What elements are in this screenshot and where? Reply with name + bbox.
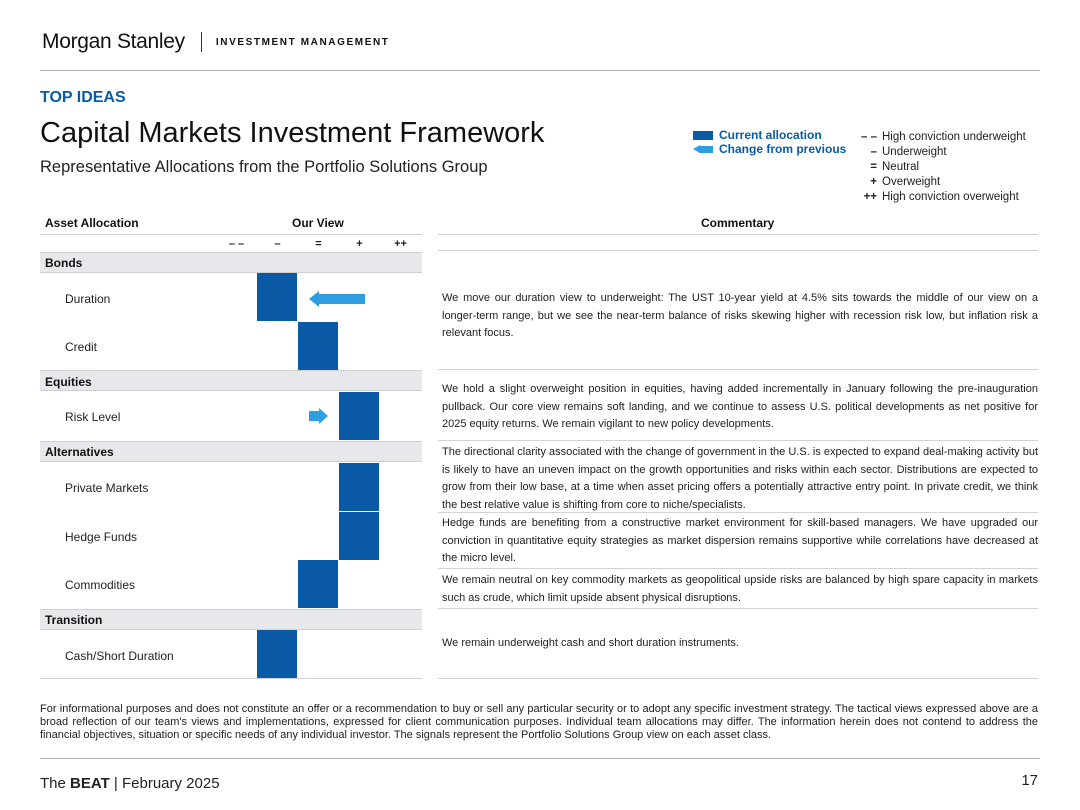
commentary-equities: We hold a slight overweight position in …	[442, 383, 1038, 430]
symbol: +	[870, 176, 877, 188]
commentary-bonds: We move our duration view to underweight…	[442, 292, 1038, 339]
symbol-legend-item: – Underweight	[855, 145, 1026, 160]
scale-high-overweight: ++	[394, 238, 407, 250]
symbol-label: Neutral	[882, 161, 920, 173]
symbol: – –	[861, 131, 877, 143]
asset-allocation-header: Asset Allocation	[45, 216, 139, 230]
legend-change-from-previous: Change from previous	[693, 142, 846, 156]
allocation-bar-credit	[298, 322, 338, 370]
scale-underweight: –	[274, 238, 281, 250]
publication-prefix: The	[40, 775, 71, 792]
symbol-legend-item: + Overweight	[855, 175, 1026, 190]
symbol-legend-item: – – High conviction underweight	[855, 130, 1026, 145]
allocation-bar-private-markets	[339, 463, 379, 511]
legend-change-label: Change from previous	[719, 142, 847, 156]
category-bonds: Bonds	[45, 256, 83, 270]
allocation-bar-duration	[257, 273, 297, 321]
commentary-rule	[438, 608, 1038, 609]
publication-name: BEAT	[70, 775, 110, 792]
footer-rule	[40, 758, 1040, 759]
scale-rule-right	[438, 250, 1038, 251]
table-bottom-rule-right	[438, 678, 1038, 679]
symbol-legend-item: = Neutral	[855, 160, 1026, 175]
category-alternatives: Alternatives	[45, 445, 114, 459]
change-arrow-duration	[309, 291, 365, 307]
page-number: 17	[1021, 772, 1038, 789]
logo-divider	[200, 32, 202, 52]
legend-current-label: Current allocation	[719, 128, 822, 142]
symbol-legend: – – High conviction underweight – Underwei…	[855, 130, 1026, 205]
category-transition: Transition	[45, 613, 103, 627]
commentary-hedge-funds: Hedge funds are benefiting from a constr…	[442, 517, 1038, 564]
arrow-left-icon	[309, 291, 319, 307]
category-band-bonds	[40, 252, 422, 273]
arrow-right-icon	[319, 408, 328, 424]
section-tag: TOP IDEAS	[40, 89, 126, 106]
symbol: –	[870, 146, 877, 158]
scale-high-underweight: – –	[228, 238, 245, 250]
current-allocation-swatch	[693, 130, 713, 140]
asset-risk-level: Risk Level	[65, 410, 121, 424]
commentary-header: Commentary	[701, 216, 775, 230]
table-bottom-rule-left	[40, 678, 422, 679]
page-subtitle: Representative Allocations from the Port…	[40, 158, 488, 176]
commentary-rule	[438, 512, 1038, 513]
allocation-bar-hedge-funds	[339, 512, 379, 560]
arrow-shaft	[319, 294, 365, 304]
disclaimer: For informational purposes and does not …	[40, 703, 1038, 741]
symbol-legend-item: ++ High conviction overweight	[855, 190, 1026, 205]
publication-date: | February 2025	[109, 775, 220, 792]
category-band-transition	[40, 609, 422, 630]
category-equities: Equities	[45, 375, 92, 389]
commentary-rule	[438, 369, 1038, 370]
allocation-bar-commodities	[298, 560, 338, 608]
page-title: Capital Markets Investment Framework	[40, 117, 545, 149]
arrow-shaft	[309, 411, 319, 421]
allocation-legend: Current allocation Change from previous	[693, 128, 846, 156]
symbol: =	[870, 161, 877, 173]
asset-credit: Credit	[65, 340, 98, 354]
change-arrow-icon	[693, 144, 713, 154]
category-band-alternatives	[40, 441, 422, 462]
allocation-bar-cash-short-duration	[257, 630, 297, 678]
commentary-rule	[438, 440, 1038, 441]
header-rule	[40, 70, 1040, 71]
legend-current-allocation: Current allocation	[693, 128, 846, 142]
asset-private-markets: Private Markets	[65, 481, 149, 495]
brand-logo: Morgan Stanley INVESTMENT MANAGEMENT	[42, 30, 390, 54]
publication-footer: The BEAT | February 2025	[40, 775, 220, 792]
symbol-label: High conviction underweight	[882, 131, 1026, 143]
commentary-private-markets: The directional clarity associated with …	[442, 446, 1038, 511]
our-view-header: Our View	[292, 216, 344, 230]
division-name: INVESTMENT MANAGEMENT	[215, 36, 390, 48]
asset-duration: Duration	[65, 292, 111, 306]
asset-hedge-funds: Hedge Funds	[65, 530, 138, 544]
symbol: ++	[863, 191, 877, 203]
commentary-rule	[438, 568, 1038, 569]
commentary-commodities: We remain neutral on key commodity marke…	[442, 574, 1038, 604]
header-rule-left	[40, 234, 422, 235]
category-band-equities	[40, 370, 422, 391]
brand-name: Morgan Stanley	[42, 30, 185, 53]
scale-neutral: =	[315, 238, 322, 250]
change-arrow-risk-level	[309, 408, 328, 424]
allocation-bar-risk-level	[339, 392, 379, 440]
symbol-label: Overweight	[882, 176, 941, 188]
symbol-label: Underweight	[882, 146, 947, 158]
symbol-label: High conviction overweight	[882, 191, 1019, 203]
commentary-transition: We remain underweight cash and short dur…	[442, 637, 739, 649]
asset-commodities: Commodities	[65, 578, 136, 592]
header-rule-right	[438, 234, 1038, 235]
scale-overweight: +	[356, 238, 363, 250]
asset-cash-short-duration: Cash/Short Duration	[65, 649, 174, 663]
